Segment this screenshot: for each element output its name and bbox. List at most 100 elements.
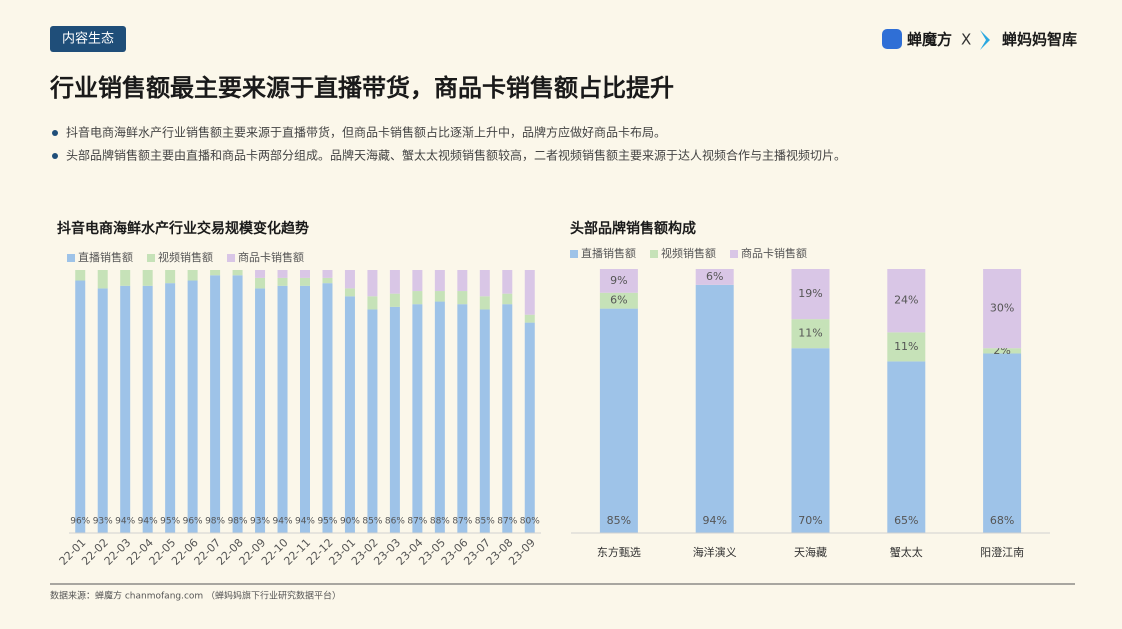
bar-segment (210, 275, 221, 533)
bar-segment (255, 277, 266, 289)
bar-segment (165, 270, 176, 284)
page-title: 行业销售额最主要来源于直播带货，商品卡销售额占比提升 (49, 74, 674, 102)
bar-segment (983, 353, 1022, 533)
bar-segment (791, 348, 830, 533)
value-label: 70% (798, 514, 822, 527)
bar-segment (791, 319, 830, 349)
bar-segment (887, 332, 926, 362)
value-label: 9% (610, 274, 627, 287)
bar-segment (599, 292, 638, 309)
bar-segment (344, 296, 355, 533)
bar-segment (479, 296, 490, 310)
value-label: 94% (138, 517, 158, 527)
bar-segment (887, 361, 926, 533)
bullet: 抖音电商海鲜水产行业销售额主要来源于直播带货，但商品卡销售额占比逐渐上升中，品牌… (66, 125, 666, 140)
x-tick-label: 天海藏 (794, 545, 827, 559)
legend-label: 商品卡销售额 (238, 250, 304, 264)
bullet-dot (52, 130, 58, 136)
logo-icon (980, 30, 990, 50)
value-label: 87% (497, 517, 517, 527)
bar-segment (524, 270, 535, 315)
bar-segment (210, 270, 221, 276)
logo-right: 蝉妈妈智库 (1002, 31, 1077, 49)
bar-segment (300, 270, 310, 278)
logo-sep: X (961, 31, 971, 49)
value-label: 98% (205, 517, 225, 527)
bar-segment (502, 270, 513, 294)
legend-swatch (67, 254, 75, 262)
value-label: 6% (610, 294, 627, 307)
legend-label: 直播销售额 (581, 246, 636, 260)
bar-segment (187, 280, 198, 533)
legend-label: 视频销售额 (661, 246, 716, 260)
tag: 内容生态 (62, 31, 114, 47)
value-label: 19% (798, 287, 822, 300)
bar-segment (412, 270, 423, 292)
logo-left: 蝉魔方 (907, 31, 952, 49)
bar-segment (389, 306, 400, 533)
bar-segment (457, 304, 468, 533)
value-label: 96% (70, 517, 90, 527)
bar-segment (322, 270, 333, 278)
value-label: 94% (295, 517, 315, 527)
bar-segment (457, 270, 468, 292)
bar-segment (277, 270, 288, 278)
bar-segment (232, 270, 243, 276)
chart-title: 抖音电商海鲜水产行业交易规模变化趋势 (57, 220, 309, 237)
bullet: 头部品牌销售额主要由直播和商品卡两部分组成。品牌天海藏、蟹太太视频销售额较高，二… (66, 148, 846, 163)
bar-segment (389, 270, 400, 294)
value-label: 85% (362, 517, 382, 527)
value-label: 93% (93, 517, 113, 527)
x-tick-label: 海洋演义 (693, 545, 737, 559)
value-label: 85% (475, 517, 495, 527)
value-label: 11% (798, 327, 822, 340)
bar-segment (75, 280, 86, 533)
bar-segment (983, 269, 1022, 349)
bar-segment (695, 284, 734, 533)
value-label: 94% (115, 517, 135, 527)
value-label: 95% (160, 517, 180, 527)
value-label: 24% (894, 294, 918, 307)
bar-segment (165, 283, 176, 533)
bar-segment (142, 270, 153, 286)
bar-segment (97, 270, 108, 289)
bar-segment (255, 288, 266, 533)
bar-segment (434, 291, 445, 302)
value-label: 98% (228, 517, 248, 527)
legend-label: 视频销售额 (158, 250, 213, 264)
x-tick-label: 蟹太太 (890, 545, 923, 559)
bar-segment (457, 291, 468, 305)
bar-segment (434, 301, 445, 533)
tag-box (50, 26, 126, 52)
bar-segment (322, 283, 333, 533)
bar-segment (434, 270, 445, 292)
bar-segment (695, 269, 734, 285)
bar-segment (479, 270, 490, 297)
value-label: 87% (452, 517, 472, 527)
bar-segment (367, 296, 378, 310)
bar-segment (97, 288, 108, 533)
value-label: 90% (340, 517, 360, 527)
bar-segment (255, 270, 266, 278)
value-label: 11% (894, 340, 918, 353)
value-label: 85% (607, 514, 631, 527)
legend-swatch (570, 250, 578, 258)
bar-segment (277, 285, 288, 533)
bar-segment (367, 270, 378, 297)
bar-segment (75, 270, 86, 281)
bar-segment (142, 285, 153, 533)
legend-label: 直播销售额 (78, 250, 133, 264)
legend-swatch (730, 250, 738, 258)
bar-segment (120, 270, 131, 286)
legend-swatch (227, 254, 235, 262)
bar-segment (322, 277, 333, 284)
value-label: 93% (250, 517, 270, 527)
bar-segment (479, 309, 490, 533)
legend-swatch (650, 250, 658, 258)
bar-segment (389, 293, 400, 307)
value-label: 80% (520, 517, 540, 527)
value-label: 94% (702, 514, 726, 527)
bar-segment (300, 285, 310, 533)
value-label: 86% (385, 517, 405, 527)
